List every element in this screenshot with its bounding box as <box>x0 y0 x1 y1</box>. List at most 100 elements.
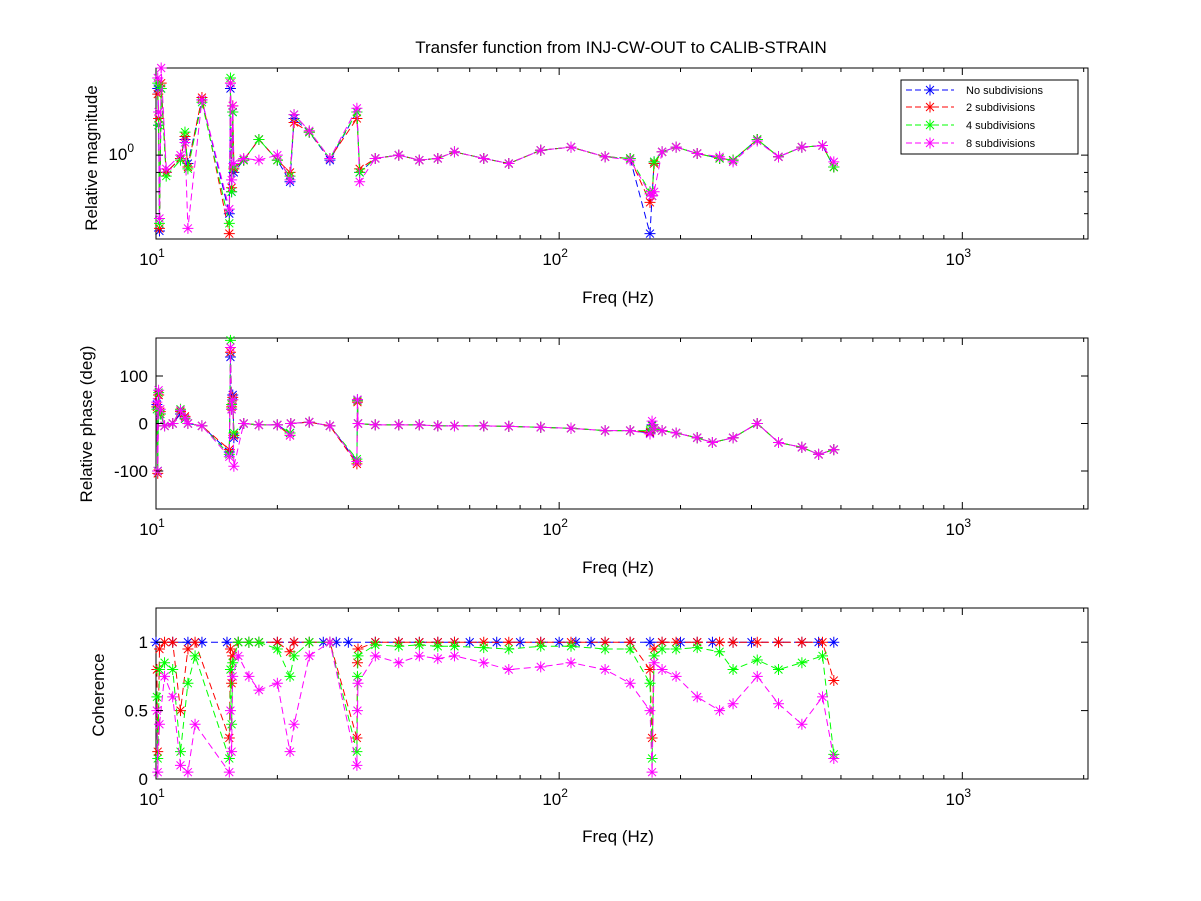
magnitude-point <box>223 203 235 215</box>
coherence-point <box>644 677 656 689</box>
phase-point <box>369 419 381 431</box>
magnitude-point <box>369 152 381 164</box>
coherence-point <box>288 650 300 662</box>
phase-point <box>503 420 515 432</box>
coherence-point <box>432 653 444 665</box>
coherence-point <box>351 746 363 758</box>
coherence-point <box>153 664 165 676</box>
magnitude-point <box>324 152 336 164</box>
coherence-point <box>284 646 296 658</box>
phase-point <box>174 404 186 416</box>
phase-point <box>223 451 235 463</box>
phase-point <box>228 460 240 472</box>
magnitude-point <box>160 163 172 175</box>
coherence-point <box>159 670 171 682</box>
coherence-point <box>182 766 194 778</box>
coherence-ticks: 101 102 103 1 0.5 0 <box>124 608 1088 809</box>
magnitude-point <box>227 106 239 118</box>
coherence-point <box>352 650 364 662</box>
coherence-series-2 <box>151 636 840 764</box>
coherence-point <box>351 759 363 771</box>
magnitude-point <box>182 222 194 234</box>
coherence-point <box>478 657 490 669</box>
magnitude-point <box>160 170 172 182</box>
coherence-point <box>773 636 785 648</box>
coherence-point <box>535 661 547 673</box>
magnitude-point <box>644 228 656 240</box>
magnitude-x-tick-label: 102 <box>542 246 568 269</box>
magnitude-point <box>691 147 703 159</box>
magnitude-point <box>646 190 658 202</box>
coherence-point <box>624 677 636 689</box>
legend-marker-1 <box>924 101 936 113</box>
coherence-point <box>253 684 265 696</box>
magnitude-point <box>773 151 785 163</box>
magnitude-point <box>284 174 296 186</box>
magnitude-point <box>817 140 829 152</box>
coherence-point <box>159 636 171 648</box>
magnitude-point <box>354 176 366 188</box>
coherence-point <box>599 636 611 648</box>
coherence-point <box>174 705 186 717</box>
coherence-point <box>503 664 515 676</box>
coherence-point <box>226 746 238 758</box>
coherence-point <box>189 636 201 648</box>
phase-panel: 101 102 103 100 0 -100 Freq (Hz) Relative pha… <box>77 334 1089 577</box>
coherence-point <box>796 657 808 669</box>
coherence-point <box>727 698 739 710</box>
coherence-point <box>224 664 236 676</box>
coherence-point <box>342 636 354 648</box>
coherence-point <box>727 636 739 648</box>
phase-point <box>351 394 363 406</box>
coherence-point <box>303 636 315 648</box>
coherence-point <box>464 636 476 648</box>
coherence-point <box>324 636 336 648</box>
phase-point <box>796 441 808 453</box>
magnitude-point <box>153 106 165 118</box>
coherence-point <box>226 677 238 689</box>
coherence-point <box>644 705 656 717</box>
coherence-point <box>714 646 726 658</box>
coherence-point <box>224 705 236 717</box>
legend-label-1: 2 subdivisions <box>966 102 1036 114</box>
phase-x-tick-label: 103 <box>946 516 972 539</box>
coherence-point <box>670 636 682 648</box>
phase-point <box>624 425 636 437</box>
magnitude-series-line-3 <box>157 67 835 229</box>
magnitude-point <box>624 154 636 166</box>
phase-point <box>224 334 236 346</box>
coherence-point <box>182 643 194 655</box>
coherence-point <box>503 636 515 648</box>
legend: No subdivisions 2 subdivisions 4 subdivi… <box>900 79 1079 155</box>
magnitude-series-3 <box>152 62 840 234</box>
phase-point <box>154 403 166 415</box>
coherence-point <box>670 643 682 655</box>
phase-point <box>227 394 239 406</box>
magnitude-point <box>271 149 283 161</box>
coherence-point <box>224 643 236 655</box>
phase-point <box>182 418 194 429</box>
coherence-x-tick-label: 102 <box>542 786 568 809</box>
magnitude-point <box>432 152 444 164</box>
magnitude-y-tick-label: 100 <box>108 141 134 164</box>
phase-point <box>751 418 763 429</box>
coherence-point <box>644 664 656 676</box>
phase-point <box>238 418 250 429</box>
phase-point <box>393 419 405 431</box>
phase-point <box>352 418 364 429</box>
phase-point <box>271 419 283 431</box>
coherence-point <box>656 664 668 676</box>
phase-point <box>285 418 297 429</box>
magnitude-point <box>155 62 167 74</box>
magnitude-point <box>228 158 240 170</box>
coherence-point <box>153 643 165 655</box>
phase-point <box>565 422 577 434</box>
magnitude-point <box>828 156 840 168</box>
coherence-point <box>271 677 283 689</box>
legend-label-0: No subdivisions <box>966 85 1044 97</box>
phase-point <box>828 444 840 456</box>
coherence-point <box>167 691 179 703</box>
legend-label-3: 8 subdivisions <box>966 138 1036 150</box>
coherence-point <box>153 718 165 730</box>
magnitude-point <box>351 102 363 114</box>
